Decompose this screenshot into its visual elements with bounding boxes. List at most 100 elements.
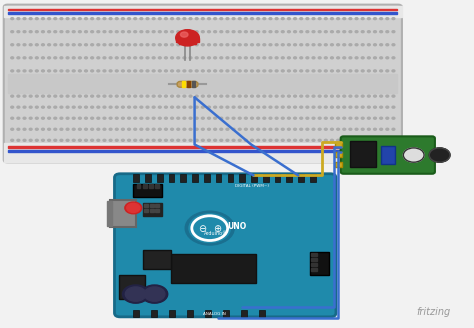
Circle shape [97,31,100,33]
Bar [311,253,317,256]
Circle shape [158,139,161,141]
Circle shape [208,31,210,33]
Circle shape [121,70,124,72]
Bar [310,253,329,275]
Circle shape [115,117,118,119]
Circle shape [17,31,20,33]
Circle shape [84,44,87,46]
Circle shape [91,117,93,119]
Circle shape [392,95,395,97]
Circle shape [294,70,296,72]
Circle shape [134,57,137,59]
Circle shape [195,31,198,33]
Circle shape [164,18,167,20]
Circle shape [146,139,149,141]
Circle shape [306,128,309,130]
Circle shape [97,57,100,59]
Circle shape [42,70,45,72]
Circle shape [349,117,352,119]
Circle shape [91,44,93,46]
Bar [9,9,397,10]
Circle shape [269,18,272,20]
Circle shape [330,128,333,130]
Circle shape [355,117,358,119]
Bar [310,174,316,182]
Circle shape [146,57,149,59]
Circle shape [300,31,302,33]
Circle shape [42,18,45,20]
Circle shape [48,70,51,72]
Circle shape [97,106,100,108]
Circle shape [17,128,20,130]
Circle shape [23,70,26,72]
Circle shape [109,18,112,20]
Text: ⊖: ⊖ [199,224,207,234]
Circle shape [201,139,204,141]
Circle shape [121,139,124,141]
Circle shape [238,139,241,141]
Circle shape [121,44,124,46]
Circle shape [189,106,192,108]
Circle shape [97,18,100,20]
Circle shape [152,106,155,108]
Circle shape [361,95,364,97]
Circle shape [374,117,376,119]
Circle shape [164,106,167,108]
Circle shape [79,44,81,46]
Circle shape [300,106,302,108]
Circle shape [257,95,260,97]
Circle shape [171,70,173,72]
Circle shape [109,31,112,33]
Circle shape [232,139,235,141]
Circle shape [109,44,112,46]
Circle shape [115,31,118,33]
Circle shape [84,31,87,33]
Circle shape [134,31,137,33]
Text: fritzing: fritzing [416,307,450,317]
Circle shape [318,31,321,33]
Circle shape [11,95,14,97]
Circle shape [300,70,302,72]
Circle shape [245,57,247,59]
Circle shape [164,57,167,59]
Circle shape [232,106,235,108]
Circle shape [337,95,339,97]
Circle shape [324,18,327,20]
Bar [133,310,139,317]
Circle shape [374,18,376,20]
Circle shape [214,117,217,119]
Circle shape [386,95,389,97]
Circle shape [263,117,266,119]
Circle shape [23,128,26,130]
Circle shape [195,128,198,130]
Circle shape [392,70,395,72]
Circle shape [306,117,309,119]
Bar [350,141,376,167]
Circle shape [84,18,87,20]
Circle shape [134,139,137,141]
Circle shape [115,70,118,72]
Circle shape [54,128,57,130]
Circle shape [275,70,278,72]
Circle shape [245,18,247,20]
Circle shape [91,18,93,20]
Circle shape [189,95,192,97]
Circle shape [269,117,272,119]
Bar [143,184,146,188]
Circle shape [257,18,260,20]
Circle shape [201,95,204,97]
Circle shape [269,70,272,72]
Circle shape [121,95,124,97]
Circle shape [103,70,106,72]
Circle shape [152,31,155,33]
Circle shape [134,106,137,108]
Bar [155,184,159,188]
Circle shape [23,106,26,108]
Circle shape [128,57,130,59]
Circle shape [54,106,57,108]
Circle shape [257,70,260,72]
Circle shape [226,128,229,130]
Circle shape [29,95,32,97]
Circle shape [330,70,333,72]
Circle shape [245,95,247,97]
